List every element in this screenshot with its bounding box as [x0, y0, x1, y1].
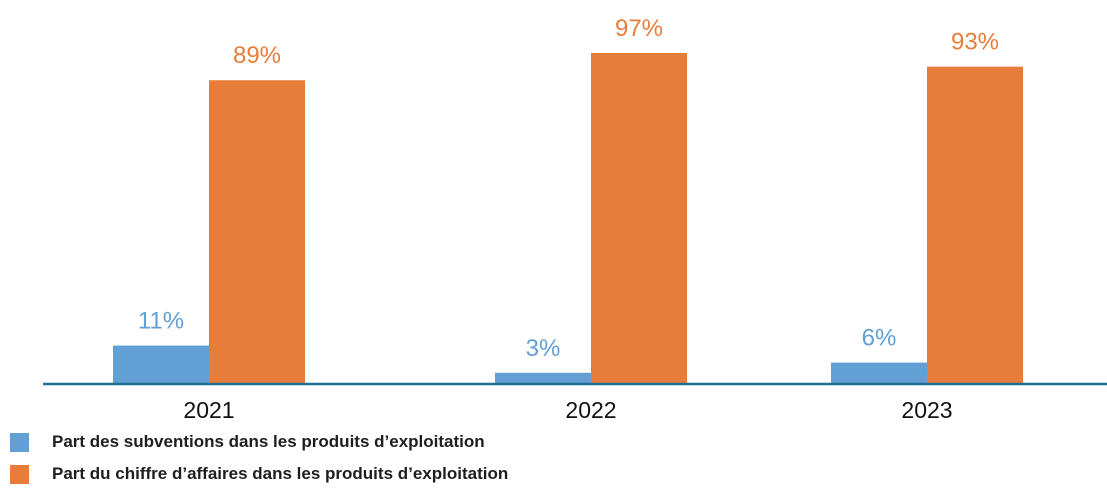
bar-subsidies-2023	[831, 362, 927, 383]
x-tick-label-2022: 2022	[565, 397, 616, 423]
data-label-revenue-2022: 97%	[615, 15, 663, 42]
legend: Part des subventions dans les produits d…	[10, 432, 508, 490]
data-label-subsidies-2021: 11%	[138, 308, 184, 335]
data-label-revenue-2023: 93%	[951, 29, 999, 56]
data-label-revenue-2021: 89%	[233, 42, 281, 69]
legend-swatch-subsidies	[10, 432, 29, 452]
legend-swatch-revenue	[10, 464, 29, 484]
data-label-subsidies-2022: 3%	[526, 335, 561, 362]
x-tick-label-2023: 2023	[901, 397, 952, 423]
legend-label-revenue: Part du chiffre d’affaires dans les prod…	[52, 464, 509, 483]
bar-revenue-2022	[591, 53, 687, 383]
x-tick-label-2021: 2021	[183, 397, 234, 423]
bar-revenue-2023	[927, 66, 1023, 383]
bar-revenue-2021	[209, 80, 305, 383]
bar-subsidies-2022	[495, 372, 591, 383]
legend-item-revenue: Part du chiffre d’affaires dans les prod…	[10, 464, 508, 484]
legend-label-subsidies: Part des subventions dans les produits d…	[52, 432, 485, 451]
data-label-subsidies-2023: 6%	[862, 325, 897, 352]
legend-item-subsidies: Part des subventions dans les produits d…	[10, 432, 508, 452]
bar-subsidies-2021	[113, 345, 209, 383]
